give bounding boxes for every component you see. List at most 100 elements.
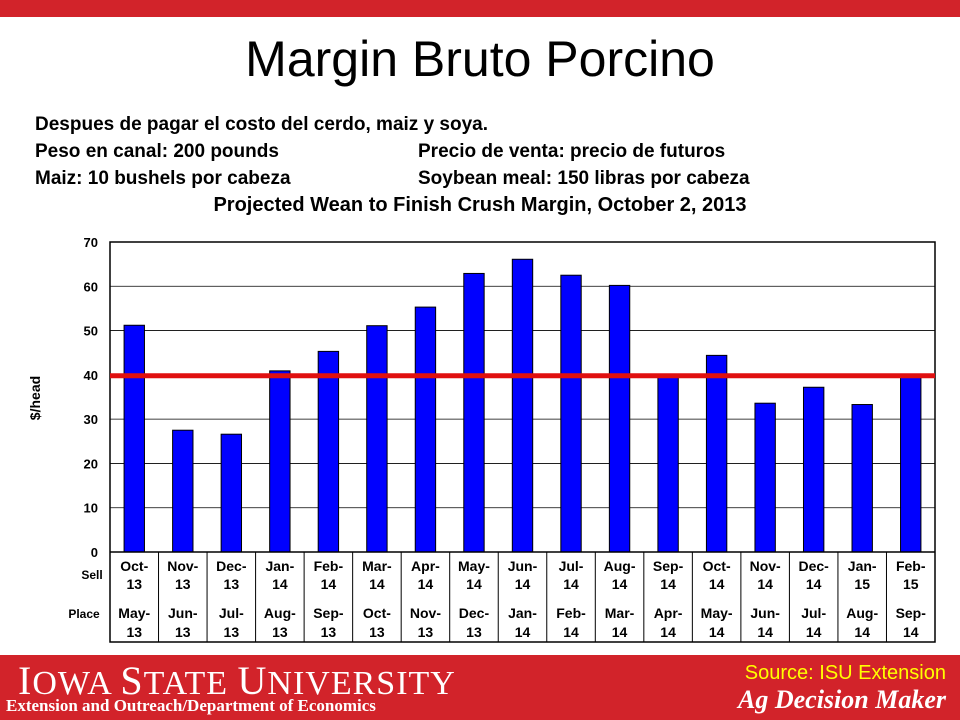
sell-label-month: Nov- xyxy=(750,558,781,574)
source-text: Source: ISU Extension xyxy=(744,662,946,684)
place-label-year: 14 xyxy=(660,624,676,640)
sell-label-month: Mar- xyxy=(362,558,392,574)
carcass-weight-text: Peso en canal: 200 pounds xyxy=(35,141,279,162)
sell-label-month: Nov- xyxy=(167,558,198,574)
sell-label-year: 15 xyxy=(854,576,870,592)
sell-label-year: 14 xyxy=(563,576,579,592)
bar xyxy=(900,376,922,553)
place-label-month: Sep- xyxy=(896,605,927,621)
university-wordmark-tate: TATE xyxy=(143,665,238,702)
bar xyxy=(414,306,437,553)
chart-svg: Projected Wean to Finish Crush Margin, O… xyxy=(27,194,936,643)
place-label-month: Jul- xyxy=(801,605,826,621)
place-label-month: Feb- xyxy=(556,605,586,621)
place-label-month: Nov- xyxy=(410,605,441,621)
sell-label-month: Oct- xyxy=(120,558,148,574)
bar xyxy=(220,433,243,553)
sell-label-year: 15 xyxy=(903,576,919,592)
top-red-bar xyxy=(0,0,960,17)
bar xyxy=(123,324,145,553)
place-label-month: Jun- xyxy=(750,605,780,621)
slide-notes: Despues de pagar el costo del cerdo, mai… xyxy=(35,111,750,192)
bar xyxy=(560,274,582,553)
place-label-year: 14 xyxy=(903,624,919,640)
y-tick-label: 0 xyxy=(91,545,98,560)
sell-label-month: Feb- xyxy=(314,558,344,574)
y-axis-label: $/head xyxy=(27,376,43,420)
corn-text: Maiz: 10 bushels por cabeza xyxy=(35,168,291,189)
sell-label-year: 13 xyxy=(126,576,142,592)
footer-bar: IOWA STATE UNIVERSITY Extension and Outr… xyxy=(0,655,960,720)
sell-label-year: 14 xyxy=(515,576,531,592)
sell-label-year: 14 xyxy=(466,576,482,592)
sale-price-text: Precio de venta: precio de futuros xyxy=(418,141,726,162)
place-label-month: Dec- xyxy=(459,605,490,621)
sell-label-month: Jan- xyxy=(265,558,294,574)
bar xyxy=(172,429,194,553)
place-label-month: May- xyxy=(701,605,733,621)
university-wordmark-i: I xyxy=(18,658,33,703)
note-line-2: Peso en canal: 200 pounds Precio de vent… xyxy=(35,138,725,165)
y-tick-label: 20 xyxy=(84,456,98,471)
university-wordmark: IOWA STATE UNIVERSITY xyxy=(18,657,456,704)
sell-place-table: Sell Place Oct- 13 Nov- 13 Dec- 13 Jan- 14 Feb- 14 M… xyxy=(68,551,935,642)
sell-label-year: 13 xyxy=(224,576,240,592)
place-label-month: Aug- xyxy=(846,605,878,621)
place-label-year: 14 xyxy=(806,624,822,640)
place-label-year: 13 xyxy=(369,624,385,640)
sell-label-year: 14 xyxy=(612,576,628,592)
place-label-month: Jan- xyxy=(508,605,537,621)
sell-label-month: Sep- xyxy=(653,558,684,574)
place-label-year: 13 xyxy=(224,624,240,640)
sell-label-month: Jun- xyxy=(508,558,538,574)
place-label-year: 13 xyxy=(321,624,337,640)
bar xyxy=(705,354,728,553)
sell-label-year: 14 xyxy=(321,576,337,592)
margin-chart: Projected Wean to Finish Crush Margin, O… xyxy=(0,190,960,645)
place-label-year: 14 xyxy=(612,624,628,640)
sell-label-month: Dec- xyxy=(216,558,247,574)
sell-label-year: 14 xyxy=(272,576,288,592)
place-label-month: Jul- xyxy=(219,605,244,621)
bar xyxy=(269,370,291,553)
place-label-month: Jun- xyxy=(168,605,198,621)
place-label-month: Sep- xyxy=(313,605,344,621)
university-wordmark-u: U xyxy=(237,658,268,703)
place-label-year: 13 xyxy=(418,624,434,640)
sell-label-year: 13 xyxy=(175,576,191,592)
place-label-month: Mar- xyxy=(605,605,635,621)
sell-label-year: 14 xyxy=(660,576,676,592)
sell-label-month: Feb- xyxy=(896,558,926,574)
university-wordmark-s: S xyxy=(120,658,144,703)
place-label-month: Aug- xyxy=(264,605,296,621)
place-label-year: 13 xyxy=(126,624,142,640)
place-label-year: 13 xyxy=(466,624,482,640)
bar xyxy=(851,404,873,553)
sell-label-month: May- xyxy=(458,558,490,574)
bar xyxy=(608,284,631,553)
note-line-1: Despues de pagar el costo del cerdo, mai… xyxy=(35,111,488,138)
slide-title: Margin Bruto Porcino xyxy=(245,31,715,87)
department-text: Extension and Outreach/Department of Eco… xyxy=(6,696,376,715)
bar xyxy=(366,325,388,553)
sell-label-year: 14 xyxy=(806,576,822,592)
bar xyxy=(657,376,679,553)
place-label-year: 13 xyxy=(175,624,191,640)
y-tick-labels: 0 10 20 30 40 50 60 70 xyxy=(84,235,98,560)
place-label-month: Oct- xyxy=(363,605,391,621)
chart-title: Projected Wean to Finish Crush Margin, O… xyxy=(213,194,746,216)
bar xyxy=(317,350,340,553)
bars xyxy=(123,258,922,553)
sell-label-year: 14 xyxy=(418,576,434,592)
bar xyxy=(463,272,485,553)
bar xyxy=(511,258,534,553)
bar xyxy=(802,386,825,553)
place-label-year: 14 xyxy=(757,624,773,640)
place-label-year: 14 xyxy=(515,624,531,640)
y-tick-label: 10 xyxy=(84,501,98,516)
y-tick-label: 40 xyxy=(84,368,98,383)
place-label-year: 13 xyxy=(272,624,288,640)
ag-decision-maker-brand: Ag Decision Maker xyxy=(738,685,946,714)
university-wordmark-niversity: NIVERSITY xyxy=(267,665,456,702)
sell-label-year: 14 xyxy=(757,576,773,592)
